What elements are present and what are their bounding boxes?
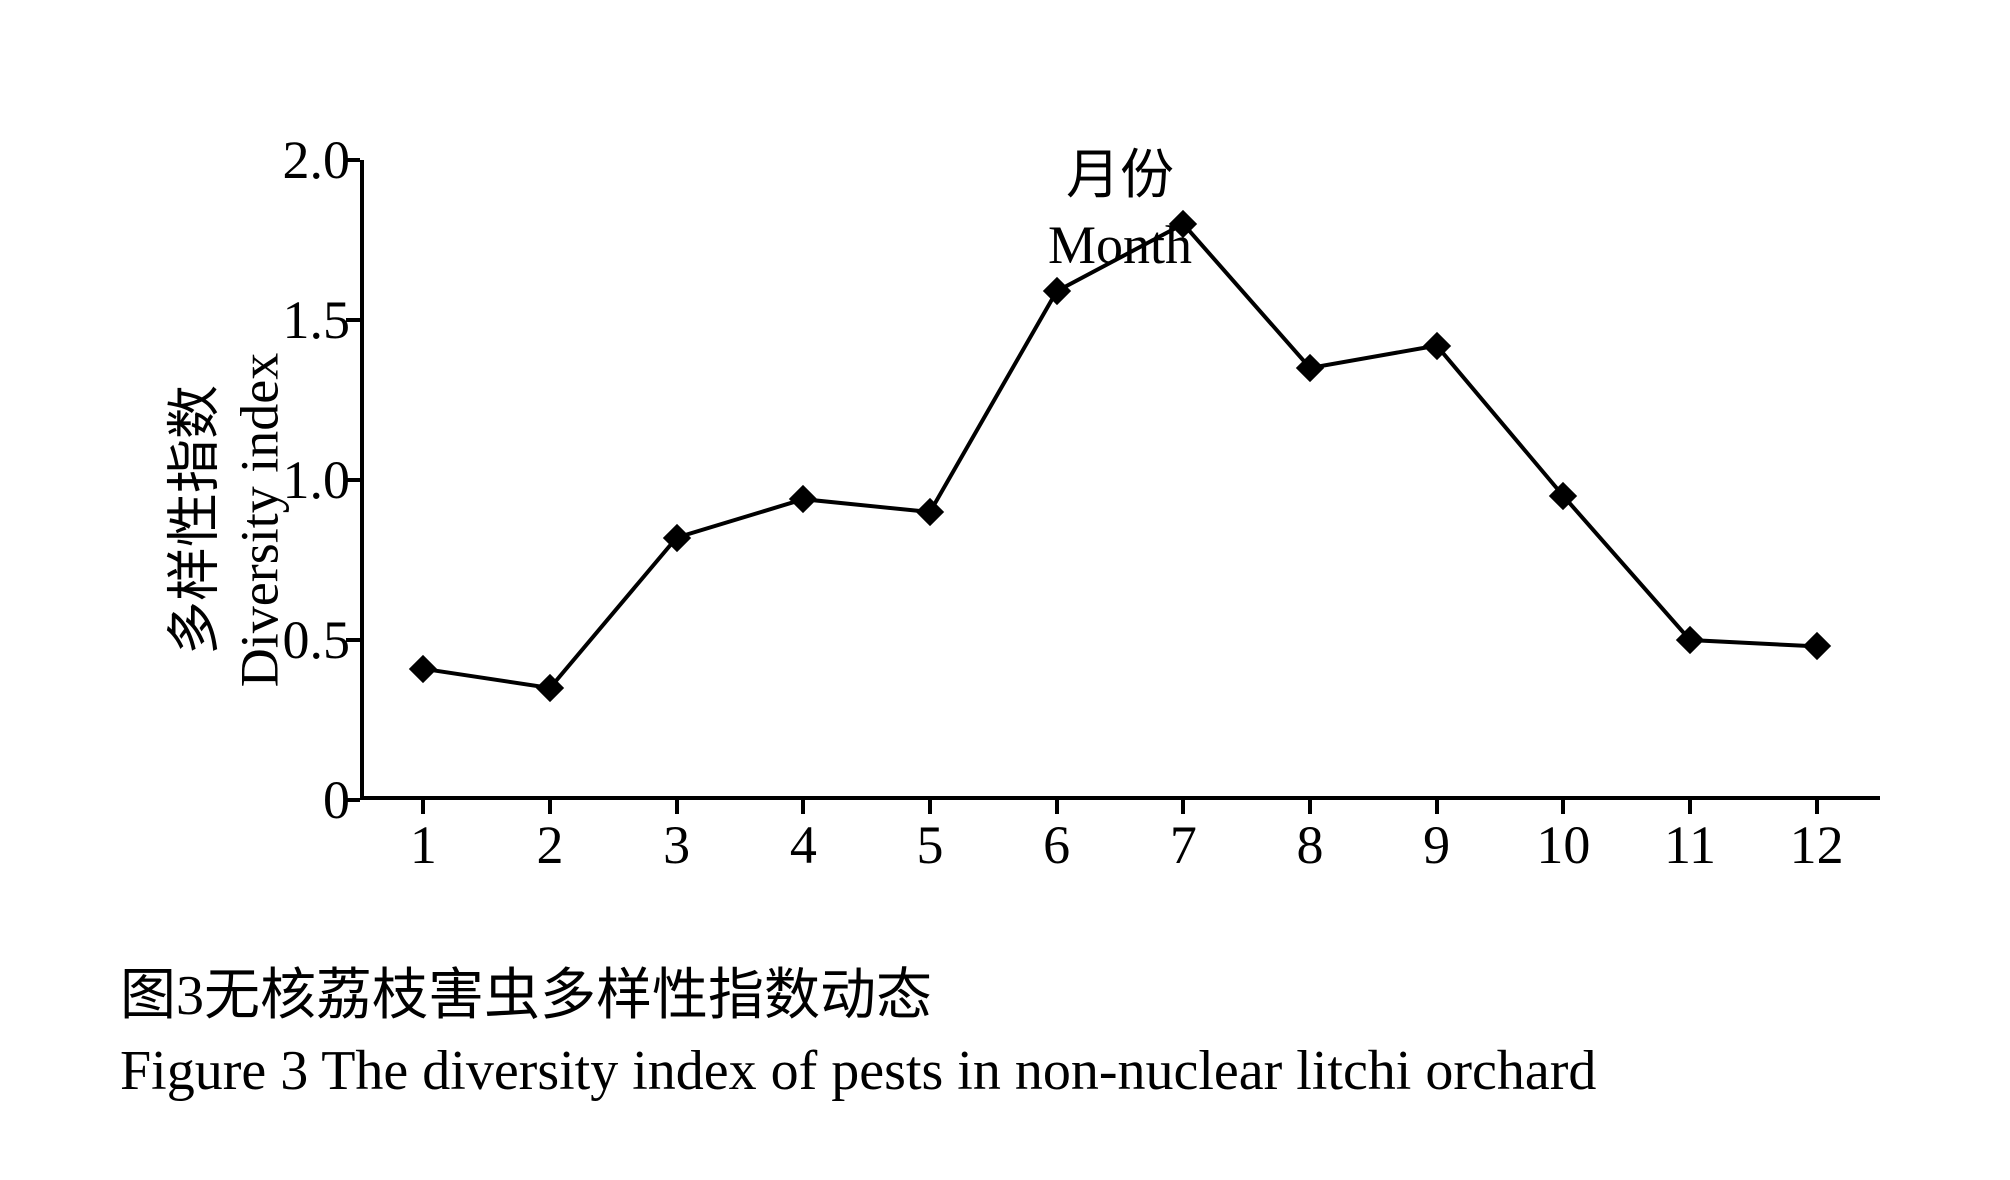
x-tick-label: 3 xyxy=(663,814,690,876)
caption-en: Figure 3 The diversity index of pests in… xyxy=(120,1034,1596,1110)
x-tick-label: 8 xyxy=(1297,814,1324,876)
x-tick-mark xyxy=(1181,800,1185,814)
chart-area: 多样性指数 Diversity index 00.51.01.52.012345… xyxy=(100,140,1900,900)
y-axis-label-cn: 多样性指数 xyxy=(162,353,227,687)
x-tick-label: 12 xyxy=(1790,814,1844,876)
y-tick-label: 0 xyxy=(260,769,350,831)
x-tick-label: 4 xyxy=(790,814,817,876)
series-line xyxy=(423,224,1816,688)
x-tick-mark xyxy=(548,800,552,814)
figure-caption: 图3无核荔枝害虫多样性指数动态 Figure 3 The diversity i… xyxy=(120,959,1596,1110)
caption-cn: 图3无核荔枝害虫多样性指数动态 xyxy=(120,959,1596,1035)
x-tick-mark xyxy=(421,800,425,814)
x-tick-mark xyxy=(675,800,679,814)
x-tick-mark xyxy=(1308,800,1312,814)
y-tick-mark xyxy=(346,158,360,162)
x-tick-label: 7 xyxy=(1170,814,1197,876)
plot-region: 00.51.01.52.0123456789101112 xyxy=(360,160,1880,800)
x-tick-label: 9 xyxy=(1423,814,1450,876)
y-tick-mark xyxy=(346,318,360,322)
x-tick-mark xyxy=(801,800,805,814)
x-tick-mark xyxy=(1055,800,1059,814)
y-tick-label: 2.0 xyxy=(260,129,350,191)
y-tick-label: 1.0 xyxy=(260,449,350,511)
x-tick-mark xyxy=(928,800,932,814)
y-tick-mark xyxy=(346,798,360,802)
x-tick-mark xyxy=(1815,800,1819,814)
x-tick-mark xyxy=(1435,800,1439,814)
x-tick-mark xyxy=(1688,800,1692,814)
data-line xyxy=(360,160,1880,800)
x-tick-label: 5 xyxy=(917,814,944,876)
x-tick-label: 2 xyxy=(537,814,564,876)
x-tick-mark xyxy=(1561,800,1565,814)
figure-container: 多样性指数 Diversity index 00.51.01.52.012345… xyxy=(60,40,1950,1140)
x-tick-label: 10 xyxy=(1536,814,1590,876)
x-tick-label: 11 xyxy=(1664,814,1716,876)
y-tick-mark xyxy=(346,638,360,642)
y-tick-label: 0.5 xyxy=(260,609,350,671)
y-tick-mark xyxy=(346,478,360,482)
x-tick-label: 6 xyxy=(1043,814,1070,876)
x-tick-label: 1 xyxy=(410,814,437,876)
y-tick-label: 1.5 xyxy=(260,289,350,351)
